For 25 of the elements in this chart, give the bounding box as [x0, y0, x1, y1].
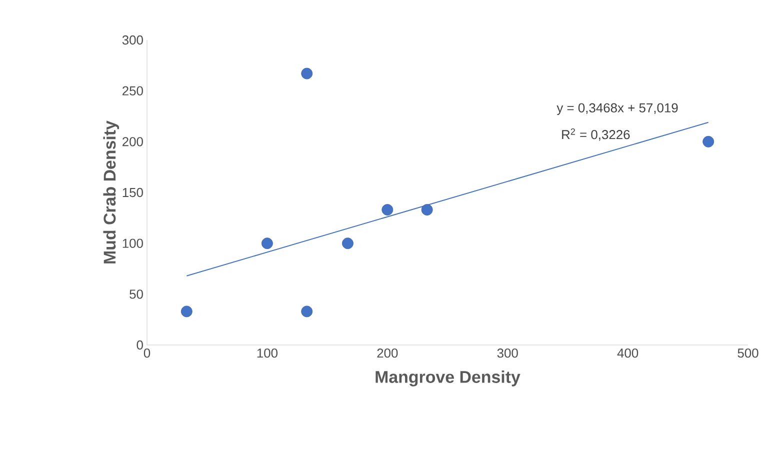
- y-tick-label: 100: [122, 238, 143, 248]
- x-tick-label: 300: [497, 348, 518, 358]
- point: [301, 68, 313, 80]
- y-tick-label: 250: [122, 86, 143, 96]
- x-tick-label: 200: [377, 348, 398, 358]
- y-axis-title: Mud Crab Density: [103, 120, 120, 264]
- point: [301, 306, 313, 318]
- x-axis-title: Mangrove Density: [376, 370, 520, 386]
- x-tick-label: 500: [738, 348, 758, 358]
- x-tick-label: 400: [617, 348, 638, 358]
- x-tick-label: 100: [257, 348, 278, 358]
- point: [702, 136, 714, 148]
- annotation: y = 0,3468x + 57,019: [556, 103, 678, 115]
- point: [180, 306, 192, 318]
- y-tick-label: 150: [122, 188, 143, 198]
- point: [262, 238, 273, 250]
- point: [382, 204, 394, 216]
- y-tick-label: 50: [130, 290, 143, 299]
- point: [342, 238, 354, 250]
- y-tick-label: 200: [122, 137, 143, 146]
- y-tick-label: 0: [136, 340, 143, 350]
- x-tick-label: 0: [144, 348, 150, 358]
- y-tick-label: 300: [122, 35, 143, 45]
- annotation: R$^{2}$ = 0,3226: [562, 128, 630, 141]
- point: [421, 204, 433, 216]
